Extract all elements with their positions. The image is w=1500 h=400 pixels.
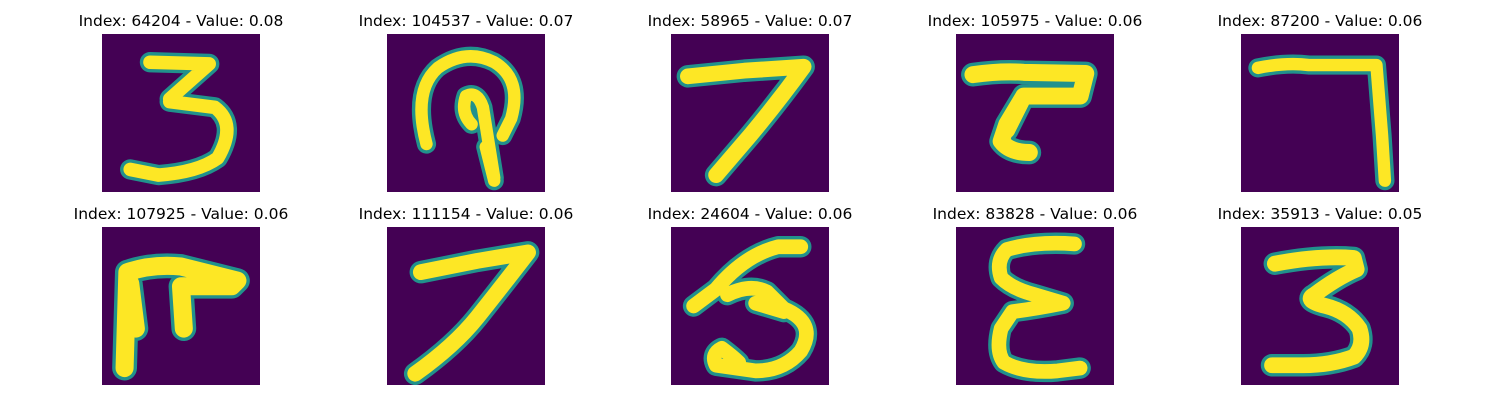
digit-svg [102, 227, 260, 385]
digit-svg [102, 34, 260, 192]
digit-stroke [407, 244, 536, 382]
tile-title: Index: 64204 - Value: 0.08 [78, 12, 284, 30]
tile-title: Index: 104537 - Value: 0.07 [358, 12, 574, 30]
digit-svg [387, 34, 545, 192]
digit-stroke [686, 239, 814, 379]
digit-stroke [1251, 57, 1392, 187]
digit-image [956, 34, 1114, 192]
digit-image [671, 227, 829, 385]
tile-title: Index: 105975 - Value: 0.06 [927, 12, 1143, 30]
digit-svg [671, 34, 829, 192]
digit-svg [1241, 34, 1399, 192]
digit-svg [956, 227, 1114, 385]
tile-title: Index: 35913 - Value: 0.05 [1217, 205, 1423, 223]
digit-image [671, 34, 829, 192]
digit-stroke [964, 63, 1095, 161]
tile-title: Index: 24604 - Value: 0.06 [647, 205, 853, 223]
digit-image [102, 227, 260, 385]
digit-image [387, 34, 545, 192]
digit-svg [387, 227, 545, 385]
digit-stroke [991, 235, 1088, 379]
digit-image [1241, 227, 1399, 385]
digit-image [102, 34, 260, 192]
digit-svg [956, 34, 1114, 192]
tile-title: Index: 58965 - Value: 0.07 [647, 12, 853, 30]
image-background [956, 34, 1114, 192]
digit-stroke [1264, 249, 1370, 374]
tile-title: Index: 87200 - Value: 0.06 [1217, 12, 1423, 30]
digit-stroke [123, 55, 234, 182]
digit-stroke [115, 256, 247, 378]
tile-title: Index: 83828 - Value: 0.06 [932, 205, 1138, 223]
digit-svg [1241, 227, 1399, 385]
digit-image [956, 227, 1114, 385]
digit-svg [671, 227, 829, 385]
tile-title: Index: 111154 - Value: 0.06 [358, 205, 574, 223]
tile-title: Index: 107925 - Value: 0.06 [73, 205, 289, 223]
digit-stroke [680, 58, 812, 183]
digit-image [1241, 34, 1399, 192]
digit-stroke [415, 50, 521, 187]
digit-image [387, 227, 545, 385]
